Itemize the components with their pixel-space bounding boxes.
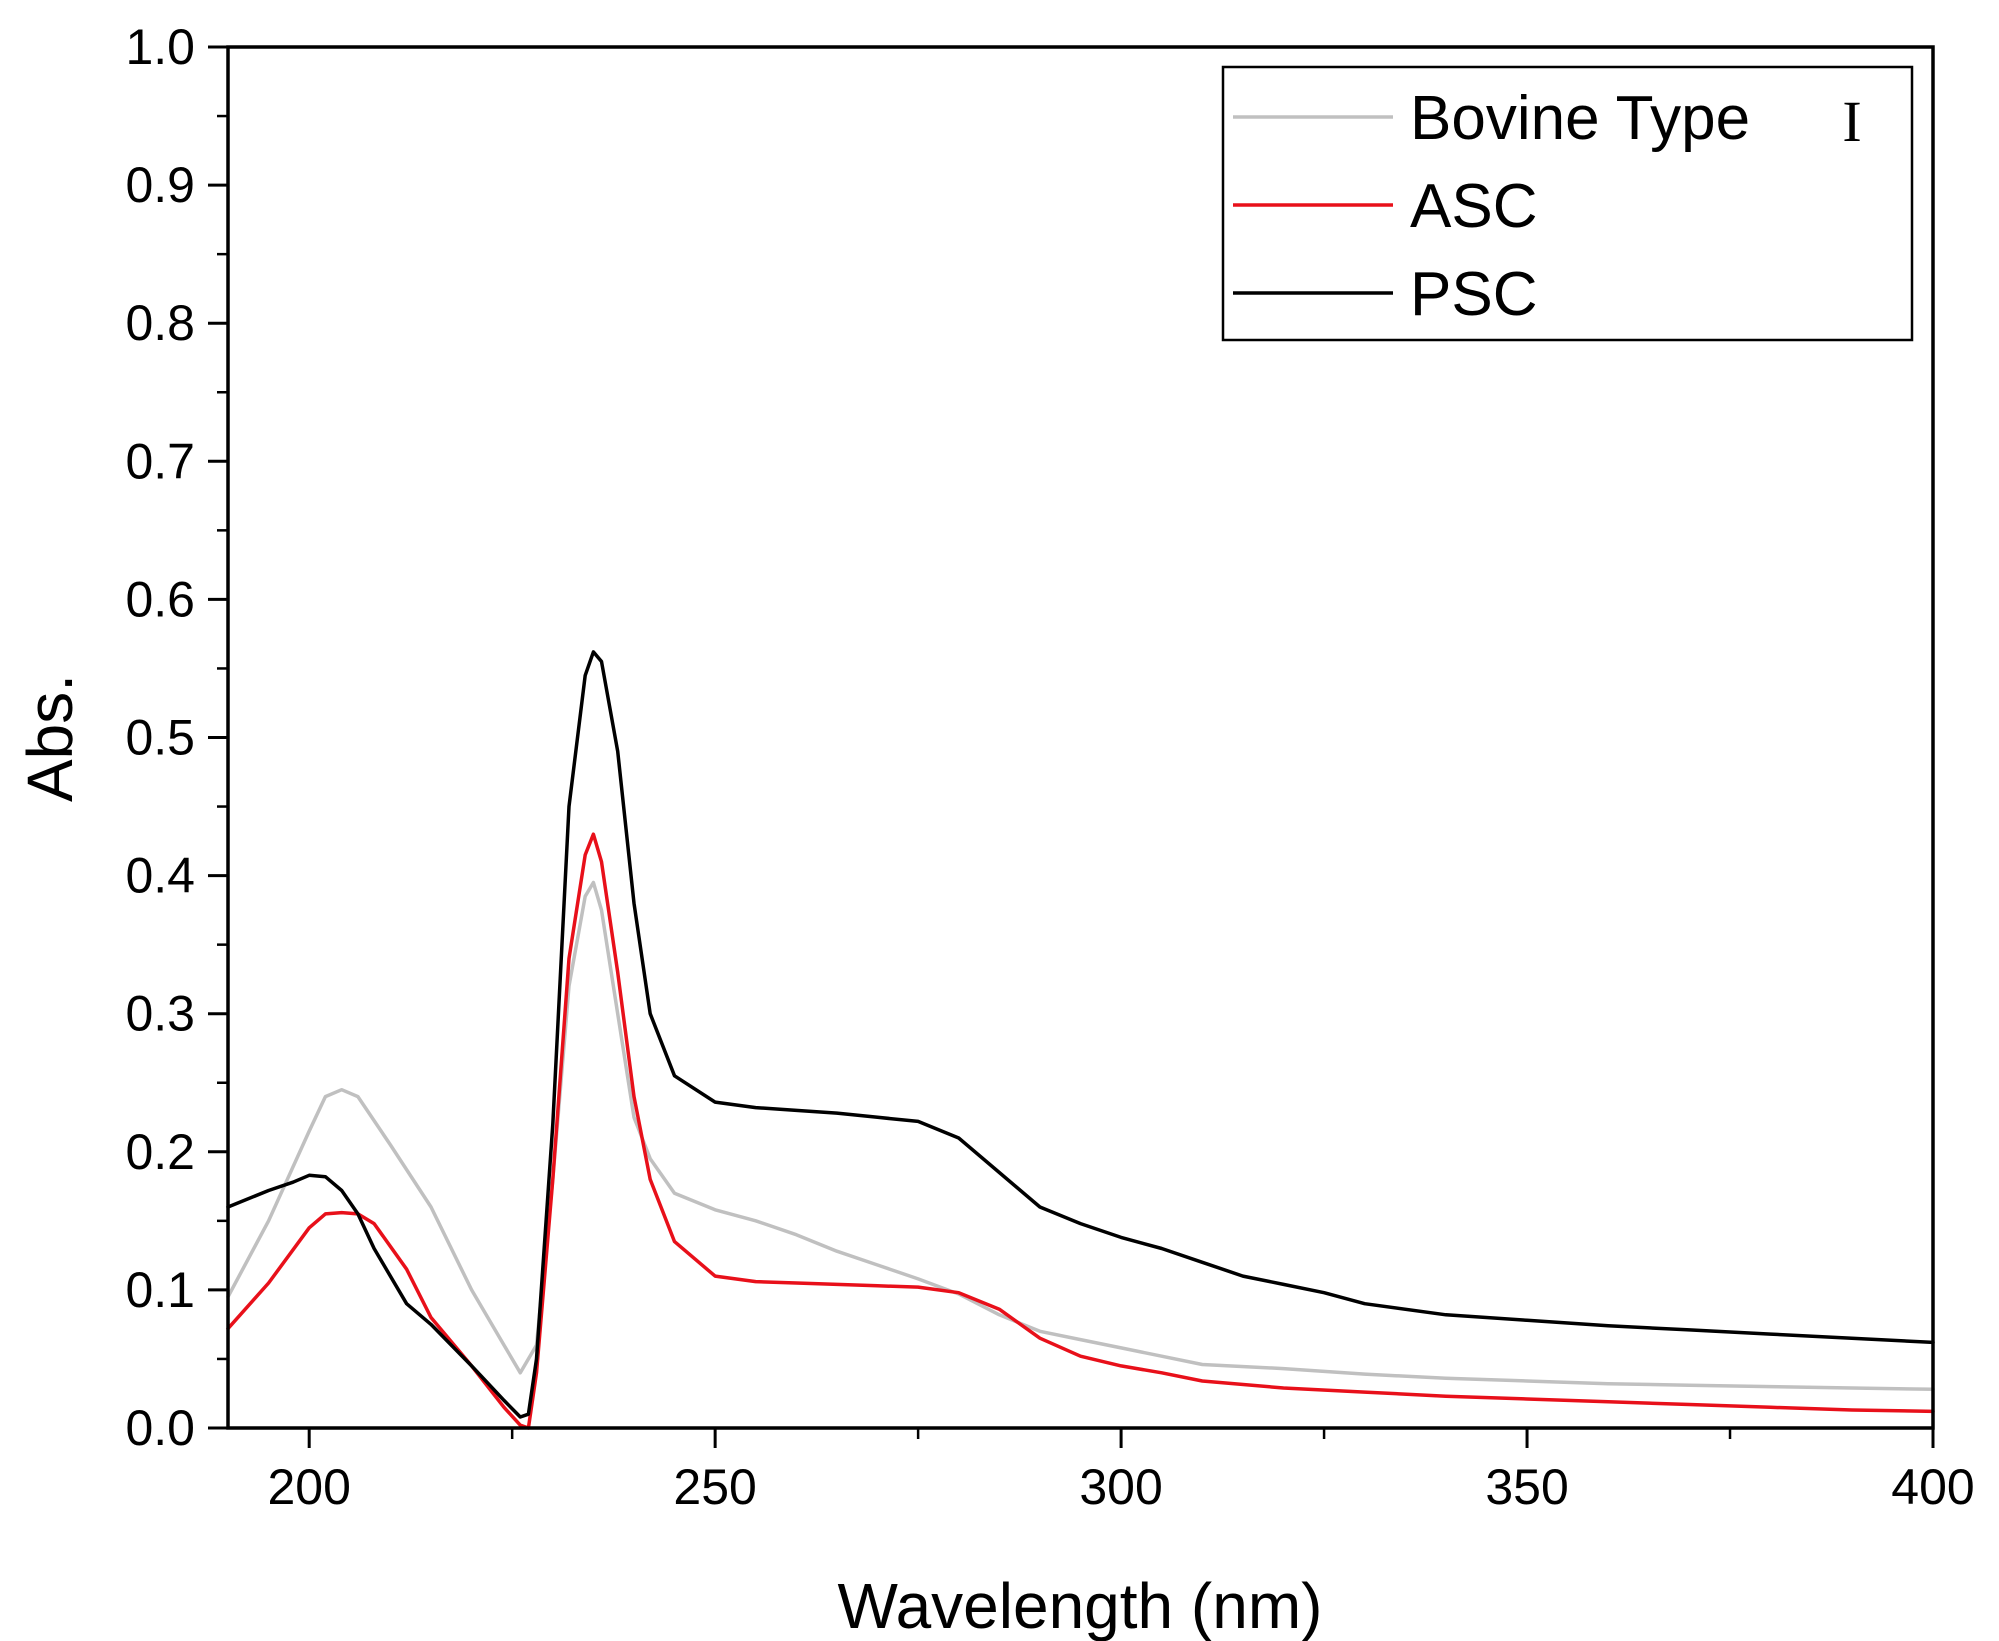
y-tick-label: 0.5: [125, 710, 195, 766]
y-tick-label: 0.0: [125, 1400, 195, 1456]
y-tick-label: 0.9: [125, 157, 195, 213]
series-layer: [226, 650, 1935, 1430]
series-line-bovine-type: [226, 880, 1935, 1392]
legend-label: Bovine Type: [1410, 84, 1750, 153]
legend-label: PSC: [1410, 260, 1537, 329]
x-tick-label: 400: [1891, 1459, 1974, 1515]
y-tick-label: 0.4: [125, 848, 195, 904]
y-tick-label: 0.7: [125, 433, 195, 489]
ticks-layer: 200 250 300 350 400 0.0 0.1 0.2 0.3 0.4 0.5 0.6 0.7 0…: [125, 19, 1974, 1515]
series-line-asc: [226, 832, 1935, 1430]
y-tick-label: 0.8: [125, 295, 195, 351]
x-tick-label: 300: [1079, 1459, 1162, 1515]
legend-label-roman-numeral: I: [1842, 89, 1861, 154]
y-tick-label: 0.2: [125, 1124, 195, 1180]
y-tick-label: 0.6: [125, 571, 195, 627]
y-tick-label: 1.0: [125, 19, 195, 75]
series-line-psc: [226, 650, 1935, 1419]
x-tick-label: 200: [267, 1459, 350, 1515]
x-tick-label: 350: [1485, 1459, 1568, 1515]
y-tick-label: 0.3: [125, 986, 195, 1042]
legend: Bovine Type I ASC PSC: [1221, 65, 1914, 342]
x-axis-title: Wavelength (nm): [838, 1570, 1323, 1641]
legend-label: ASC: [1410, 172, 1537, 241]
y-tick-label: 0.1: [125, 1262, 195, 1318]
x-tick-label: 250: [673, 1459, 756, 1515]
y-axis-title: Abs.: [14, 674, 86, 802]
